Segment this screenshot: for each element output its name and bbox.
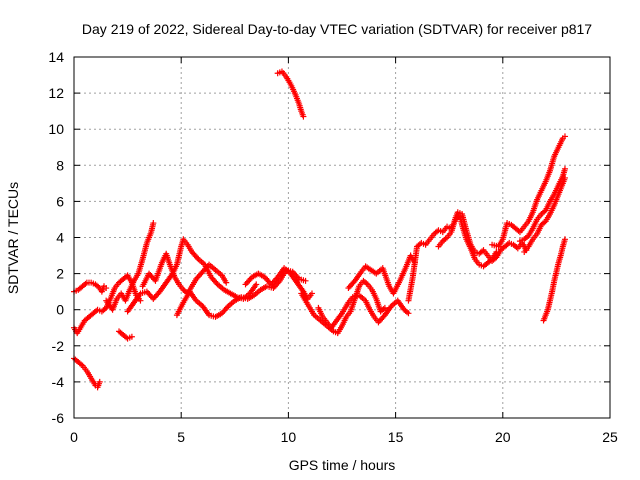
y-tick-label: 6	[56, 193, 64, 209]
data-point	[223, 279, 230, 286]
y-tick-label: 14	[48, 49, 64, 65]
series-arc-j	[274, 68, 307, 120]
x-tick-label: 0	[70, 429, 78, 445]
x-tick-label: 15	[388, 429, 404, 445]
y-tick-label: -2	[52, 338, 65, 354]
series-arc-a	[71, 279, 110, 295]
data-point	[561, 133, 568, 140]
data-point	[253, 281, 260, 288]
x-tick-label: 20	[495, 429, 511, 445]
data-point	[150, 220, 157, 227]
data-point	[561, 236, 568, 243]
y-tick-label: 12	[48, 85, 64, 101]
grid-layer	[74, 57, 610, 418]
data-point	[302, 277, 309, 284]
tick-layer: 0 5 10 15 20 25 -6 -4 -2 0 2 4 6 8 10 12 14	[48, 49, 618, 445]
data-layer	[71, 68, 568, 391]
series-arc-n	[405, 212, 500, 304]
series-arc-e	[116, 328, 135, 342]
x-axis-label: GPS time / hours	[289, 457, 396, 473]
y-tick-label: -4	[52, 374, 65, 390]
series-arc-k	[298, 277, 388, 337]
data-point	[405, 310, 412, 317]
y-axis-label: SDTVAR / TECUs	[5, 182, 21, 294]
x-tick-label: 25	[602, 429, 618, 445]
chart-title: Day 219 of 2022, Sidereal Day-to-day VTE…	[82, 21, 592, 37]
series-arc-f	[139, 250, 230, 297]
data-point	[381, 304, 388, 311]
series-arc-l	[315, 292, 412, 331]
plot-frame	[73, 56, 611, 419]
data-point	[308, 290, 315, 297]
data-point	[300, 113, 307, 120]
series-arc-d	[103, 220, 157, 313]
series-arc-m	[345, 252, 418, 297]
y-tick-label: 0	[56, 302, 64, 318]
series-arc-r	[521, 174, 568, 255]
data-point	[128, 333, 135, 340]
data-point	[561, 165, 568, 172]
y-tick-label: 10	[48, 121, 64, 137]
x-tick-label: 5	[177, 429, 185, 445]
y-tick-label: 8	[56, 157, 64, 173]
series-arc-s	[540, 236, 568, 324]
y-tick-label: 2	[56, 266, 64, 282]
series-arc-p	[489, 133, 568, 250]
series-arc-c	[71, 355, 103, 391]
data-point	[561, 174, 568, 181]
x-tick-label: 10	[281, 429, 297, 445]
y-tick-label: 4	[56, 230, 64, 246]
series-arc-q	[516, 165, 568, 245]
data-point	[137, 297, 144, 304]
y-tick-label: -6	[52, 410, 65, 426]
series-arc-g	[124, 236, 260, 315]
data-point	[103, 285, 110, 292]
data-point	[96, 378, 103, 385]
series-arc-o	[435, 209, 530, 264]
